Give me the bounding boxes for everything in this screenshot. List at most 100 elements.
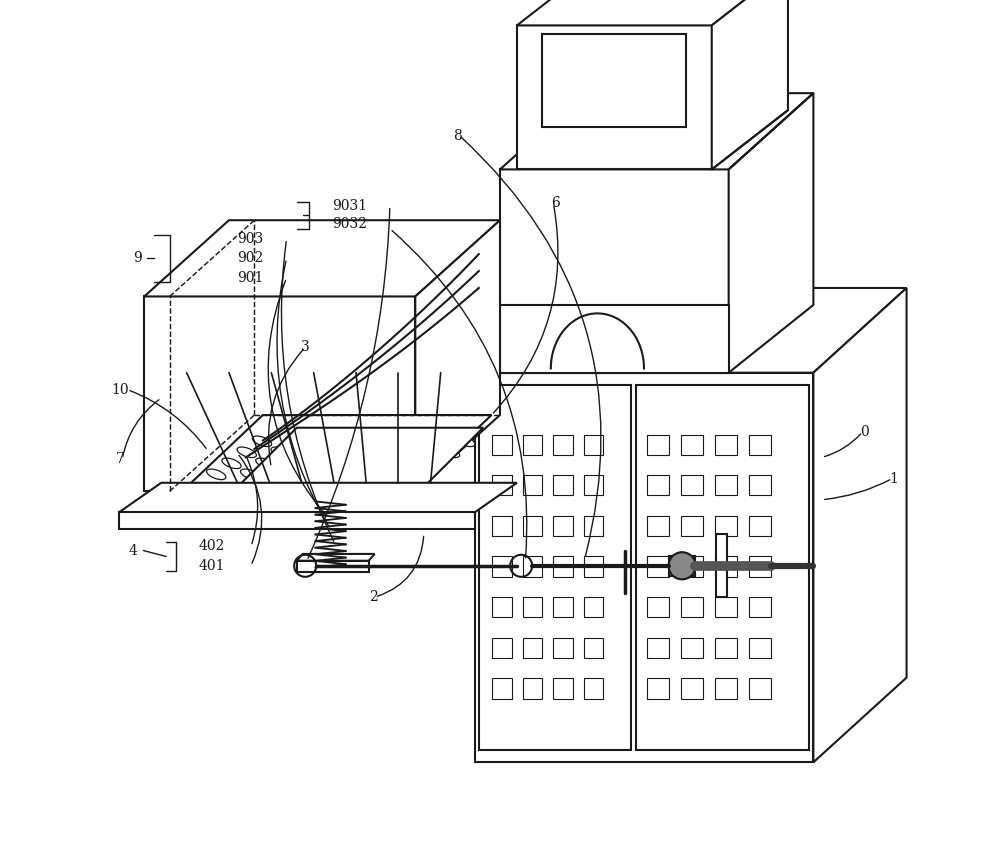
- Ellipse shape: [308, 469, 328, 479]
- Polygon shape: [553, 678, 573, 699]
- Polygon shape: [681, 556, 703, 577]
- Polygon shape: [500, 169, 729, 373]
- Text: 1: 1: [889, 472, 898, 485]
- Text: 9031: 9031: [332, 199, 367, 213]
- Polygon shape: [669, 556, 695, 576]
- Polygon shape: [681, 475, 703, 495]
- Polygon shape: [553, 556, 573, 577]
- Ellipse shape: [237, 447, 256, 457]
- Polygon shape: [523, 556, 542, 577]
- Polygon shape: [681, 597, 703, 617]
- Ellipse shape: [388, 436, 407, 446]
- Polygon shape: [119, 512, 475, 529]
- Polygon shape: [647, 516, 669, 536]
- Polygon shape: [715, 597, 737, 617]
- Circle shape: [669, 552, 696, 579]
- Polygon shape: [237, 491, 297, 501]
- Text: 9: 9: [133, 252, 142, 265]
- Polygon shape: [584, 435, 603, 455]
- Polygon shape: [749, 435, 771, 455]
- Polygon shape: [647, 678, 669, 699]
- Ellipse shape: [422, 436, 441, 446]
- Polygon shape: [553, 435, 573, 455]
- Text: 8: 8: [453, 129, 462, 142]
- Text: 10: 10: [112, 383, 129, 396]
- Polygon shape: [647, 435, 669, 455]
- Polygon shape: [523, 597, 542, 617]
- Polygon shape: [712, 0, 788, 169]
- Polygon shape: [517, 0, 788, 25]
- Text: 6: 6: [551, 197, 559, 210]
- Polygon shape: [715, 516, 737, 536]
- Polygon shape: [636, 385, 809, 750]
- Text: 9032: 9032: [332, 218, 367, 231]
- Circle shape: [464, 345, 470, 350]
- Polygon shape: [517, 25, 712, 169]
- Ellipse shape: [290, 458, 309, 468]
- Text: 3: 3: [301, 340, 310, 354]
- Polygon shape: [492, 435, 512, 455]
- Polygon shape: [492, 475, 512, 495]
- Polygon shape: [584, 638, 603, 658]
- Polygon shape: [462, 361, 492, 368]
- Polygon shape: [715, 678, 737, 699]
- Polygon shape: [523, 516, 542, 536]
- Polygon shape: [647, 597, 669, 617]
- Polygon shape: [749, 597, 771, 617]
- Polygon shape: [715, 475, 737, 495]
- Polygon shape: [647, 556, 669, 577]
- Polygon shape: [144, 296, 415, 491]
- Ellipse shape: [252, 436, 272, 446]
- Polygon shape: [749, 638, 771, 658]
- Ellipse shape: [373, 447, 392, 457]
- Ellipse shape: [376, 469, 395, 479]
- Polygon shape: [492, 597, 512, 617]
- Polygon shape: [119, 483, 517, 512]
- Ellipse shape: [406, 447, 426, 457]
- Polygon shape: [716, 534, 727, 597]
- Ellipse shape: [274, 469, 294, 479]
- Polygon shape: [584, 597, 603, 617]
- Polygon shape: [715, 638, 737, 658]
- Ellipse shape: [425, 458, 444, 468]
- Text: 4: 4: [129, 544, 138, 557]
- Polygon shape: [553, 638, 573, 658]
- Ellipse shape: [342, 469, 361, 479]
- Polygon shape: [584, 678, 603, 699]
- Circle shape: [470, 345, 475, 350]
- Polygon shape: [523, 475, 542, 495]
- Ellipse shape: [222, 458, 241, 468]
- Polygon shape: [523, 638, 542, 658]
- Circle shape: [476, 345, 481, 350]
- Ellipse shape: [440, 447, 460, 457]
- Ellipse shape: [271, 447, 290, 457]
- Polygon shape: [500, 305, 729, 373]
- Ellipse shape: [354, 436, 373, 446]
- Ellipse shape: [323, 458, 343, 468]
- Polygon shape: [729, 93, 813, 373]
- Polygon shape: [681, 678, 703, 699]
- Polygon shape: [584, 556, 603, 577]
- Polygon shape: [647, 638, 669, 658]
- Polygon shape: [542, 34, 686, 127]
- Polygon shape: [475, 288, 907, 373]
- Polygon shape: [749, 475, 771, 495]
- Polygon shape: [553, 516, 573, 536]
- Ellipse shape: [410, 469, 429, 479]
- Ellipse shape: [240, 469, 260, 479]
- Polygon shape: [475, 373, 813, 762]
- Polygon shape: [749, 556, 771, 577]
- Polygon shape: [553, 475, 573, 495]
- Polygon shape: [813, 288, 907, 762]
- Polygon shape: [297, 561, 369, 572]
- Ellipse shape: [320, 436, 339, 446]
- Polygon shape: [479, 385, 631, 750]
- Text: 903: 903: [237, 232, 263, 246]
- Ellipse shape: [456, 436, 475, 446]
- Circle shape: [470, 329, 475, 335]
- Polygon shape: [492, 638, 512, 658]
- Polygon shape: [681, 435, 703, 455]
- Text: 0: 0: [860, 425, 869, 439]
- Text: 401: 401: [199, 559, 225, 573]
- Ellipse shape: [286, 436, 306, 446]
